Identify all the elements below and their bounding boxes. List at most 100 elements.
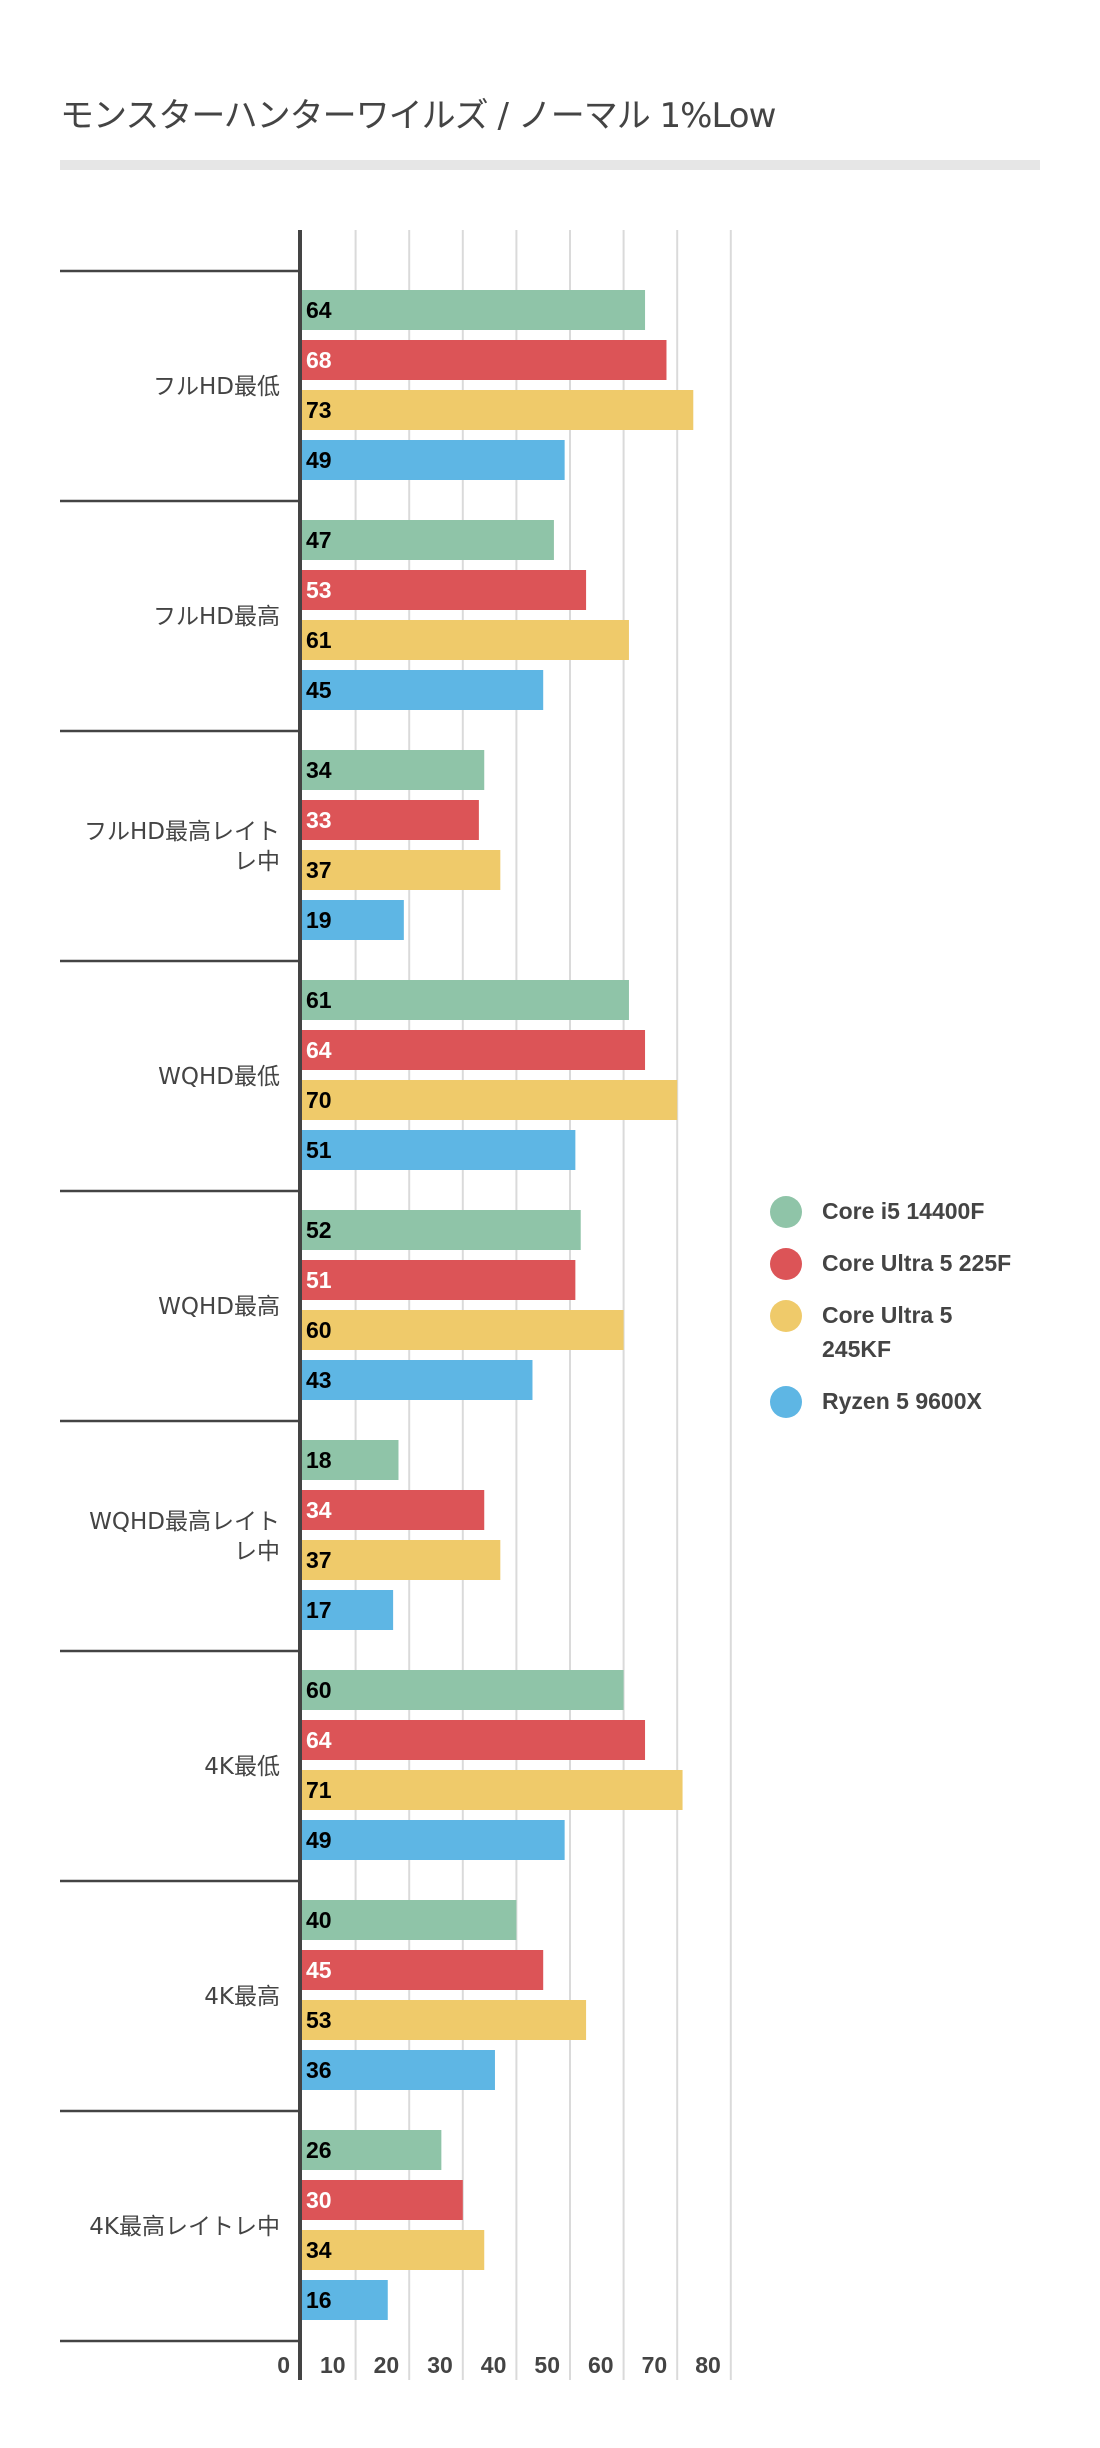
category-label: フルHD最低 [153,374,280,400]
bar-value-label: 51 [306,1137,332,1163]
category-separators [60,269,300,2343]
bar [302,290,646,330]
bar [302,1030,646,1070]
bar [302,520,554,560]
chart-title: モンスターハンターワイルズ / ノーマル 1%Low [60,96,776,136]
x-tick-label: 80 [695,2352,721,2378]
x-tick-label: 30 [427,2352,453,2378]
x-tick-label: 20 [374,2352,400,2378]
bar-value-label: 52 [306,1217,332,1243]
bar-value-label: 43 [306,1367,332,1393]
bar-value-label: 64 [306,1037,332,1063]
bar-value-label: 64 [306,1727,332,1753]
bar [302,2000,587,2040]
bar-value-label: 60 [306,1317,332,1343]
x-tick-label: 0 [277,2352,290,2378]
bar [302,800,479,840]
category-label: 4K最高 [204,1984,280,2010]
bar-value-label: 64 [306,297,332,323]
bar [302,900,404,940]
legend-item[interactable]: Ryzen 5 9600X [770,1384,1090,1418]
bar [302,1950,544,1990]
legend-label-line: Core i5 14400F [822,1198,985,1224]
bar-value-label: 60 [306,1677,332,1703]
bar [302,2230,485,2270]
legend-label: Core Ultra 5 225F [822,1246,1022,1280]
bar [302,2280,388,2320]
bar-value-label: 37 [306,1547,332,1573]
category-label-line: WQHD最低 [158,1064,280,1090]
x-tick-label: 10 [320,2352,346,2378]
bar-value-label: 53 [306,577,332,603]
bar-value-label: 49 [306,1827,332,1853]
bar [302,980,629,1020]
bar [302,1490,485,1530]
category-label-line: 4K最高レイトレ中 [89,2214,280,2240]
bar [302,1210,581,1250]
legend-item[interactable]: Core Ultra 5 245KF [770,1298,1090,1366]
bar [302,1820,565,1860]
bar-value-label: 34 [306,757,332,783]
title-divider [60,160,1040,170]
bar [302,570,587,610]
bar [302,850,501,890]
bar [302,1770,683,1810]
category-label-line: 4K最低 [204,1754,280,1780]
bar-value-label: 70 [306,1087,332,1113]
bar [302,2180,463,2220]
bar-value-label: 19 [306,907,332,933]
category-label: 4K最低 [204,1754,280,1780]
legend-label-line: 245KF [822,1336,892,1362]
legend: Core i5 14400F Core Ultra 5 225F Core Ultr… [770,1194,1090,1436]
legend-dot-icon [770,1196,802,1228]
bar-value-label: 53 [306,2007,332,2033]
bar-value-label: 33 [306,807,332,833]
bar [302,390,694,430]
category-label: WQHD最低 [158,1064,280,1090]
category-label-line: フルHD最高 [153,604,280,630]
bar [302,1130,576,1170]
bar [302,1260,576,1300]
bar [302,1310,624,1350]
x-tick-label: 70 [642,2352,668,2378]
category-label-line: レ中 [234,1539,280,1565]
bar-value-label: 61 [306,987,332,1013]
category-label-line: レ中 [234,849,280,875]
bar [302,1440,399,1480]
bar [302,1670,624,1710]
legend-dot-icon [770,1248,802,1280]
bar-value-label: 51 [306,1267,332,1293]
bar-value-label: 34 [306,2237,332,2263]
bar [302,2050,495,2090]
bar-value-label: 71 [306,1777,332,1803]
category-label-line: WQHD最高レイト [89,1509,280,1535]
bar-value-label: 36 [306,2057,332,2083]
category-label-line: フルHD最低 [153,374,280,400]
legend-label-line: Core Ultra 5 [822,1302,953,1328]
bar [302,1540,501,1580]
category-label: WQHD最高 [158,1294,280,1320]
category-label-line: WQHD最高 [158,1294,280,1320]
bar-value-label: 47 [306,527,332,553]
legend-label-line: Ryzen 5 9600X [822,1388,982,1414]
bar-value-label: 68 [306,347,332,373]
bars: 64 47 34 61 52 18 60 40 26 68 53 33 64 51 34 64 45 30 73 61… [302,290,694,2320]
x-tick-label: 60 [588,2352,614,2378]
bar-value-label: 73 [306,397,332,423]
legend-item[interactable]: Core Ultra 5 225F [770,1246,1090,1280]
bar [302,440,565,480]
bar-value-label: 18 [306,1447,332,1473]
category-label: フルHD最高 [153,604,280,630]
bar-value-label: 49 [306,447,332,473]
category-label-line: フルHD最高レイト [84,819,280,845]
bar-value-label: 26 [306,2137,332,2163]
bar [302,340,667,380]
category-label-line: 4K最高 [204,1984,280,2010]
bar [302,620,629,660]
legend-item[interactable]: Core i5 14400F [770,1194,1090,1228]
legend-dot-icon [770,1386,802,1418]
